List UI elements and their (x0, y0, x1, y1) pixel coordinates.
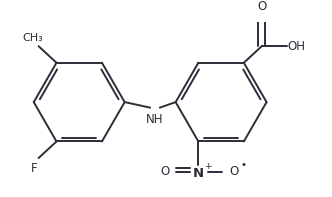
Text: O: O (257, 0, 266, 13)
Text: •: • (241, 160, 247, 170)
Text: N: N (193, 167, 204, 180)
Text: O: O (229, 165, 239, 178)
Text: F: F (31, 162, 38, 175)
Text: NH: NH (146, 113, 164, 126)
Text: OH: OH (287, 40, 305, 53)
Text: O: O (161, 165, 170, 178)
Text: CH₃: CH₃ (23, 33, 43, 44)
Text: +: + (204, 162, 212, 171)
